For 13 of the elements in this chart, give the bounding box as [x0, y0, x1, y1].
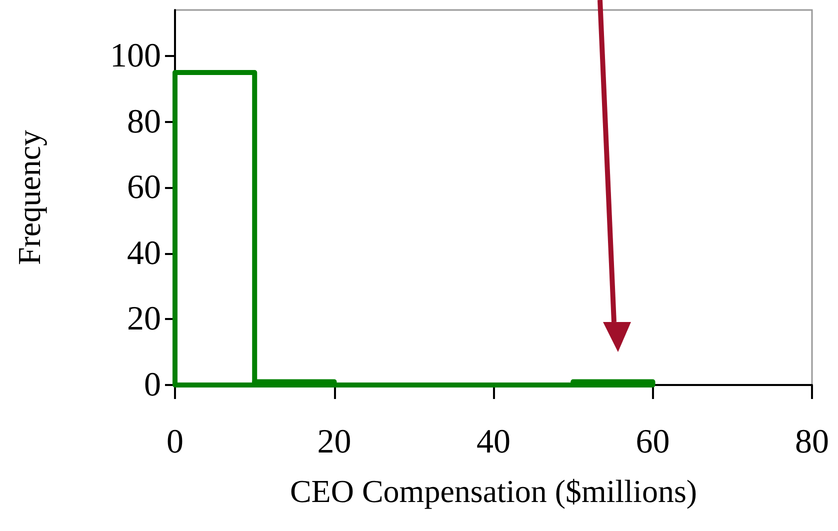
y-axis-title: Frequency — [11, 130, 47, 266]
x-axis-title: CEO Compensation ($millions) — [290, 473, 698, 509]
y-tick-label: 100 — [110, 38, 161, 75]
x-tick-label: 20 — [317, 424, 352, 460]
y-tick-label: 80 — [127, 103, 161, 140]
y-tick-label: 60 — [127, 169, 161, 206]
x-tick-label: 40 — [476, 424, 510, 460]
y-tick-label: 0 — [144, 366, 161, 404]
x-tick-label: 0 — [166, 424, 184, 460]
y-tick-label: 20 — [127, 300, 161, 338]
x-tick-label: 60 — [636, 424, 670, 460]
x-tick-label: 80 — [795, 424, 829, 460]
y-tick-label: 40 — [127, 234, 161, 272]
